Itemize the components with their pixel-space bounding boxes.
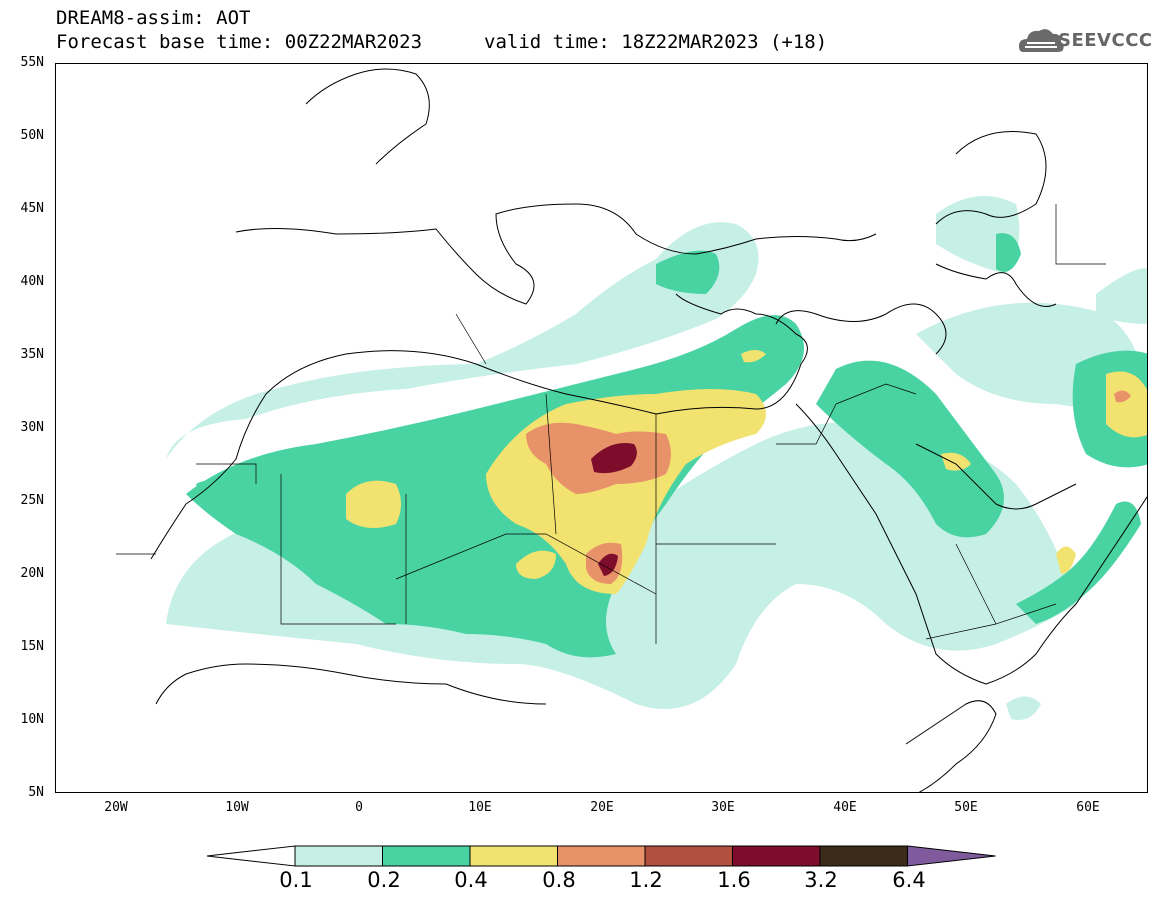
lat-label-5n: 5N <box>28 785 44 800</box>
colorbar-label-0-1: 0.1 <box>279 868 313 892</box>
colorbar-segment-3 <box>469 845 558 867</box>
colorbar-segment-1 <box>294 845 383 867</box>
map-title: DREAM8-assim: AOT <box>56 7 251 29</box>
colorbar-label-6-4: 6.4 <box>892 868 926 892</box>
lat-label-15n: 15N <box>20 639 44 654</box>
lat-label-40n: 40N <box>20 274 44 289</box>
lat-label-50n: 50N <box>20 128 44 143</box>
cloud-icon <box>1019 29 1064 52</box>
colorbar-label-1-2: 1.2 <box>629 868 663 892</box>
colorbar-segment-7 <box>819 845 908 867</box>
lat-label-45n: 45N <box>20 201 44 216</box>
lon-label-10e: 10E <box>468 800 492 815</box>
aot-colorbar <box>206 845 996 867</box>
aot-map-canvas <box>116 68 1147 792</box>
colorbar-segment-6 <box>732 845 821 867</box>
colorbar-label-0-8: 0.8 <box>542 868 576 892</box>
lon-label-20e: 20E <box>590 800 614 815</box>
lon-label-10w: 10W <box>225 800 249 815</box>
colorbar-arrow-low <box>206 845 296 867</box>
colorbar-segment-5 <box>644 845 733 867</box>
colorbar-label-0-2: 0.2 <box>367 868 401 892</box>
lon-label-20w: 20W <box>104 800 128 815</box>
colorbar-segment-2 <box>382 845 471 867</box>
colorbar-arrow-high <box>907 845 996 867</box>
lat-label-30n: 30N <box>20 420 44 435</box>
colorbar-label-1-6: 1.6 <box>717 868 751 892</box>
aot-map <box>55 63 1148 793</box>
borders <box>116 204 1106 644</box>
lon-label-30e: 30E <box>711 800 735 815</box>
seevccc-logo: SEEVCCC <box>1058 30 1153 51</box>
coastlines <box>150 68 1147 792</box>
valid-time: valid time: 18Z22MAR2023 (+18) <box>484 31 828 53</box>
lon-label-0: 0 <box>355 800 363 815</box>
lat-label-10n: 10N <box>20 712 44 727</box>
lon-label-50e: 50E <box>954 800 978 815</box>
colorbar-label-3-2: 3.2 <box>804 868 838 892</box>
colorbar-segment-4 <box>557 845 646 867</box>
lon-label-40e: 40E <box>833 800 857 815</box>
colorbar-label-0-4: 0.4 <box>454 868 488 892</box>
lon-label-60e: 60E <box>1076 800 1100 815</box>
lat-label-20n: 20N <box>20 566 44 581</box>
lat-label-35n: 35N <box>20 347 44 362</box>
lat-label-25n: 25N <box>20 493 44 508</box>
forecast-base-time: Forecast base time: 00Z22MAR2023 <box>56 31 423 53</box>
lat-label-55n: 55N <box>20 55 44 70</box>
